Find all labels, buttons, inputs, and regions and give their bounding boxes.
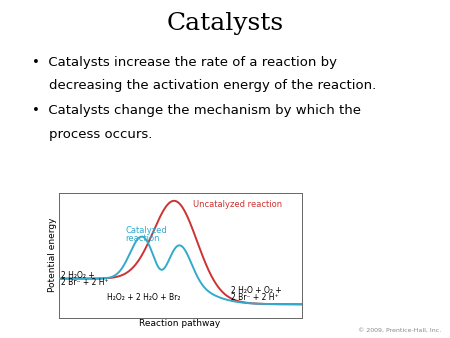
Y-axis label: Potential energy: Potential energy	[48, 218, 57, 292]
Text: reaction: reaction	[126, 234, 160, 243]
X-axis label: Reaction pathway: Reaction pathway	[140, 319, 220, 328]
Text: © 2009, Prentice-Hall, Inc.: © 2009, Prentice-Hall, Inc.	[358, 328, 441, 333]
Text: •  Catalysts increase the rate of a reaction by: • Catalysts increase the rate of a react…	[32, 56, 337, 69]
Text: 2 Br⁻ + 2 H⁺: 2 Br⁻ + 2 H⁺	[230, 293, 278, 302]
Text: •  Catalysts change the mechanism by which the: • Catalysts change the mechanism by whic…	[32, 104, 360, 117]
Text: H₂O₂ + 2 H₂O + Br₂: H₂O₂ + 2 H₂O + Br₂	[107, 293, 180, 302]
Text: process occurs.: process occurs.	[32, 127, 152, 141]
Text: Catalysts: Catalysts	[166, 12, 284, 35]
Text: Uncatalyzed reaction: Uncatalyzed reaction	[193, 200, 282, 210]
Text: decreasing the activation energy of the reaction.: decreasing the activation energy of the …	[32, 79, 376, 92]
Text: 2 Br⁻ + 2 H⁺: 2 Br⁻ + 2 H⁺	[61, 277, 108, 287]
Text: Catalyzed: Catalyzed	[126, 226, 167, 235]
Text: 2 H₂O + O₂ +: 2 H₂O + O₂ +	[230, 287, 281, 295]
Text: 2 H₂O₂ +: 2 H₂O₂ +	[61, 271, 95, 280]
